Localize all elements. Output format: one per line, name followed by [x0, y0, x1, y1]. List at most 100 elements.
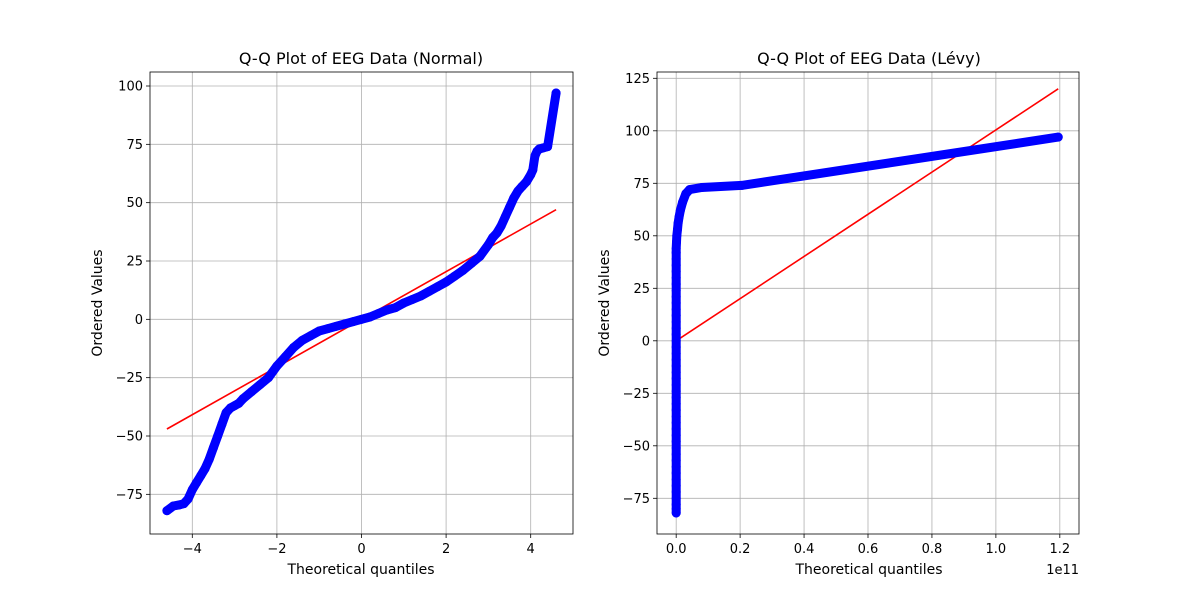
x-axis-label: Theoretical quantiles: [286, 562, 434, 578]
levy-qq-chart: Q-Q Plot of EEG Data (Lévy) Theoretical …: [597, 49, 1080, 578]
y-tick-label: −25: [623, 387, 650, 402]
y-tick-label: 25: [633, 282, 650, 297]
chart-title: Q-Q Plot of EEG Data (Lévy): [757, 49, 981, 68]
data-point: [678, 197, 688, 207]
data-point: [382, 305, 392, 315]
x-tick-label: 1.2: [1049, 542, 1070, 557]
x-tick-label: 0.4: [794, 542, 815, 557]
data-point: [671, 273, 681, 283]
data-point: [390, 303, 400, 313]
data-point: [475, 251, 485, 261]
data-point: [671, 380, 681, 390]
data-point: [500, 212, 510, 222]
data-point: [671, 430, 681, 440]
data-point: [671, 437, 681, 447]
data-point: [323, 324, 333, 334]
grid: [657, 72, 1079, 534]
plot-frame: [656, 71, 1080, 535]
data-point: [671, 462, 681, 472]
data-point: [416, 291, 426, 301]
data-point: [671, 493, 681, 503]
data-point: [528, 165, 538, 175]
data-point: [671, 481, 681, 491]
data-point: [289, 342, 299, 352]
data-point: [671, 254, 681, 264]
points: [671, 132, 1063, 518]
data-point: [685, 185, 695, 195]
data-point: [162, 506, 172, 516]
x-tick-label: 2: [442, 542, 450, 557]
x-tick-label: 0.6: [858, 542, 879, 557]
x-tick-label: 0.8: [922, 542, 943, 557]
data-point: [492, 228, 502, 238]
data-point: [671, 367, 681, 377]
data-point: [306, 331, 316, 341]
data-point: [543, 142, 553, 152]
x-axis-label: Theoretical quantiles: [794, 562, 942, 578]
data-point: [671, 317, 681, 327]
normal-qq-chart: Q-Q Plot of EEG Data (Normal) Theoretica…: [90, 49, 574, 578]
data-point: [671, 411, 681, 421]
y-tick-label: −50: [116, 430, 143, 445]
points: [162, 88, 561, 516]
y-tick-label: −25: [116, 371, 143, 386]
data-point: [671, 323, 681, 333]
data-point: [505, 202, 515, 212]
x-tick-label: −4: [183, 542, 202, 557]
data-point: [458, 265, 468, 275]
data-point: [407, 295, 417, 304]
data-point: [297, 335, 307, 345]
x-tick-label: 0.0: [666, 542, 687, 557]
data-point: [263, 373, 273, 383]
data-point: [466, 258, 476, 268]
x-tick-label: 0: [357, 542, 365, 557]
y-tick-label: 50: [126, 196, 143, 211]
data-point: [521, 177, 531, 187]
data-point: [671, 336, 681, 346]
ticks: −4 −2 0 2 4 −75 −50 −25 0 25 50 75 100: [116, 80, 535, 558]
x-offset-text: 1e11: [1046, 563, 1079, 578]
data-point: [483, 240, 493, 250]
x-tick-label: 4: [527, 542, 535, 557]
data-point: [675, 206, 685, 216]
data-point: [348, 317, 358, 327]
data-point: [365, 312, 375, 322]
x-tick-label: −2: [267, 542, 286, 557]
data-point: [671, 399, 681, 409]
data-point: [183, 494, 193, 504]
data-point: [196, 471, 206, 481]
data-point: [671, 500, 681, 510]
data-point: [433, 282, 443, 292]
data-point: [280, 352, 290, 362]
data-point: [373, 309, 383, 318]
data-point: [671, 361, 681, 371]
fit-line: [675, 88, 1059, 342]
data-point: [496, 221, 506, 231]
y-tick-label: 75: [633, 177, 650, 192]
y-tick-label: 25: [126, 255, 143, 270]
data-point: [331, 321, 341, 331]
data-point: [187, 485, 197, 495]
x-tick-label: 1.0: [986, 542, 1007, 557]
plot-frame: [149, 71, 574, 535]
y-tick-label: −75: [623, 492, 650, 507]
grid: [150, 72, 573, 534]
points-band: [671, 132, 1063, 518]
y-tick-label: 0: [642, 334, 650, 349]
data-point: [671, 348, 681, 358]
data-point: [697, 183, 707, 192]
y-tick-label: 100: [625, 124, 650, 139]
x-tick-label: 0.2: [730, 542, 751, 557]
data-point: [200, 464, 210, 474]
data-point: [671, 468, 681, 478]
data-point: [671, 311, 681, 321]
data-point: [671, 342, 681, 352]
y-axis-label: Ordered Values: [597, 249, 613, 356]
data-point: [671, 285, 681, 295]
data-point: [671, 260, 681, 270]
data-point: [238, 394, 248, 404]
data-point: [671, 443, 681, 453]
data-point: [192, 478, 202, 488]
data-point: [314, 326, 324, 336]
